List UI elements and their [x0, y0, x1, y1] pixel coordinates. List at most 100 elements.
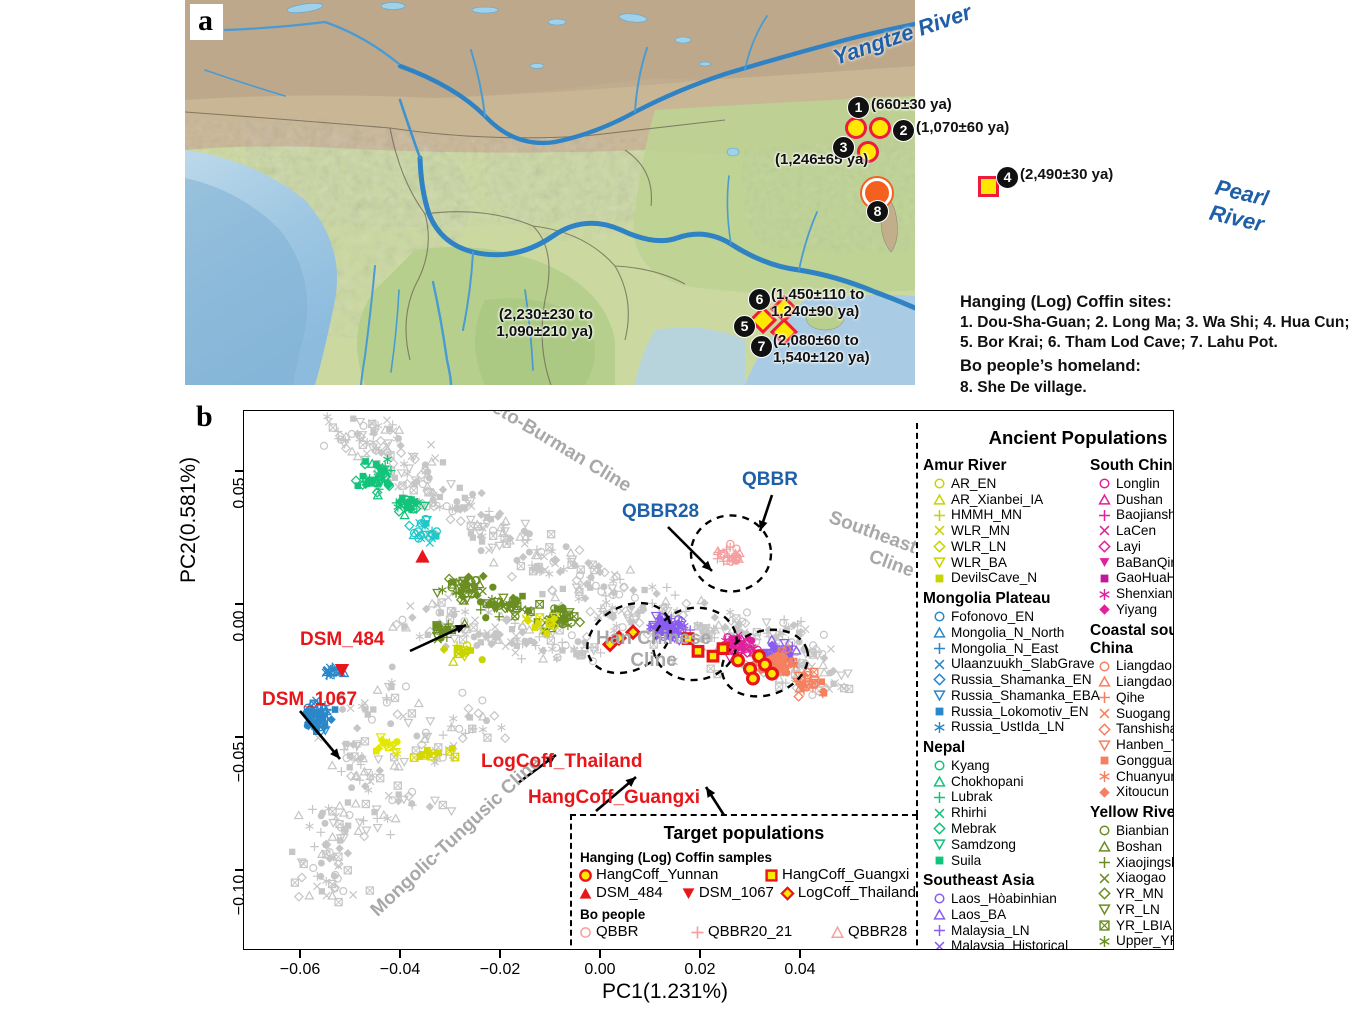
- map-marker-site-4[interactable]: [978, 176, 999, 197]
- legend-entry-qihe[interactable]: Qihe: [1098, 690, 1173, 706]
- legend-entry-laos-ba[interactable]: Laos_BA: [933, 907, 1078, 923]
- legend-entry-lubrak[interactable]: Lubrak: [933, 789, 1078, 805]
- legend-entry-logcoff-thailand[interactable]: LogCoff_Thailand: [780, 884, 916, 901]
- legend-entry-rhirhi[interactable]: Rhirhi: [933, 805, 1078, 821]
- legend-label: Liangdao2: [1116, 674, 1174, 690]
- legend-entry-lacen[interactable]: LaCen: [1098, 523, 1173, 539]
- legend-label: Baojianshan: [1116, 507, 1173, 523]
- legend-label: Layi: [1116, 538, 1141, 554]
- legend-entry-fofonovo-en[interactable]: Fofonovo_EN: [933, 609, 1078, 625]
- legend-entry-ar-xianbei-ia[interactable]: AR_Xianbei_IA: [933, 492, 1078, 508]
- legend-entry-mebrak[interactable]: Mebrak: [933, 821, 1078, 837]
- legend-label: HangCoff_Yunnan: [596, 866, 719, 883]
- callout-qbbr: QBBR: [742, 469, 798, 490]
- map-date-7-line2: 1,540±120 ya): [773, 348, 870, 366]
- panel-a-map: Yangtze River Pearl River 1 (660±30 ya) …: [185, 0, 1350, 396]
- legend-label: DSM_484: [596, 884, 663, 901]
- pca-plot-area[interactable]: Tibeto-Burman Cline Han Chinese Cline So…: [243, 410, 1174, 950]
- legend-entry-tanshishan[interactable]: Tanshishan: [1098, 721, 1173, 737]
- legend-entry-xiaojingshan[interactable]: Xiaojingshan: [1098, 855, 1173, 871]
- ancient-group-title-amur-river: Amur River: [923, 457, 1007, 474]
- legend-entry-wlr-ba[interactable]: WLR_BA: [933, 555, 1078, 571]
- diamond-open-marker-icon: [1098, 723, 1111, 736]
- map-date-4: (2,490±30 ya): [1020, 166, 1114, 183]
- legend-entry-devilscave-n[interactable]: DevilsCave_N: [933, 570, 1078, 586]
- legend-label: HMMH_MN: [951, 507, 1022, 523]
- legend-entry-chuanyun[interactable]: Chuanyun: [1098, 769, 1173, 785]
- legend-entry-ar-en[interactable]: AR_EN: [933, 476, 1078, 492]
- legend-entry-mongolia-n-north[interactable]: Mongolia_N_North: [933, 625, 1078, 641]
- diamond-open-marker-icon: [933, 673, 946, 687]
- legend-entry-xiaogao[interactable]: Xiaogao: [1098, 870, 1173, 886]
- map-image: [185, 0, 915, 385]
- legend-entry-mongolia-n-east[interactable]: Mongolia_N_East: [933, 641, 1078, 657]
- legend-entry-russia-lokomotiv-en[interactable]: Russia_Lokomotiv_EN: [933, 704, 1089, 720]
- legend-entry-laos-h-abinhian[interactable]: Laos_Hòabinhian: [933, 891, 1078, 907]
- legend-entry-qbbr28[interactable]: QBBR28: [830, 923, 907, 940]
- legend-entry-russia-shamanka-eba[interactable]: Russia_Shamanka_EBA: [933, 688, 1100, 704]
- legend-entry-wlr-mn[interactable]: WLR_MN: [933, 523, 1078, 539]
- legend-entry-qbbr[interactable]: QBBR: [578, 923, 686, 940]
- legend-entry-malaysia-historical[interactable]: Malaysia_Historical: [933, 938, 1078, 949]
- legend-entry-russia-ustida-ln[interactable]: Russia_UstIda_LN: [933, 719, 1078, 735]
- legend-entry-samdzong[interactable]: Samdzong: [933, 837, 1078, 853]
- caption-heading-coffin-sites: Hanging (Log) Coffin sites:: [960, 293, 1172, 311]
- x-tick-label: −0.04: [379, 961, 421, 978]
- legend-entry-hangcoff-yunnan[interactable]: HangCoff_Yunnan: [578, 866, 760, 883]
- legend-entry-longlin[interactable]: Longlin: [1098, 475, 1173, 492]
- legend-label: Mebrak: [951, 820, 997, 836]
- map-date-7-line1: (2,080±60 to: [773, 332, 859, 349]
- legend-label: Chokhopani: [951, 773, 1024, 789]
- legend-entry-babanqincen[interactable]: BaBanQinCen: [1098, 555, 1173, 571]
- legend-entry-boshan[interactable]: Boshan: [1098, 839, 1173, 855]
- legend-entry-dushan[interactable]: Dushan: [1098, 492, 1173, 508]
- legend-entry-suila[interactable]: Suila: [933, 853, 1078, 869]
- legend-entry-ulaanzuukh-slabgrave[interactable]: Ulaanzuukh_SlabGrave: [933, 656, 1095, 672]
- plus-marker-icon: [1098, 691, 1111, 704]
- square-fill-marker-icon: [1098, 572, 1111, 585]
- legend-entry-yr-mn[interactable]: YR_MN: [1098, 886, 1173, 902]
- legend-entry-yiyang[interactable]: Yiyang: [1098, 602, 1173, 618]
- panel-a-letter: a: [190, 4, 223, 40]
- legend-entry-yr-ln[interactable]: YR_LN: [1098, 902, 1173, 918]
- legend-entry-kyang[interactable]: Kyang: [933, 758, 1078, 774]
- circle-open-marker-icon: [1098, 660, 1111, 673]
- legend-entry-russia-shamanka-en[interactable]: Russia_Shamanka_EN: [933, 672, 1092, 688]
- legend-label: Longlin: [1116, 475, 1160, 491]
- legend-entry-gaohuahua[interactable]: GaoHuaHua: [1098, 570, 1173, 586]
- legend-entry-malaysia-ln[interactable]: Malaysia_LN: [933, 923, 1078, 939]
- plus-marker-icon: [933, 924, 946, 937]
- legend-entry-baojianshan[interactable]: Baojianshan: [1098, 507, 1173, 523]
- legend-entry-dsm-484[interactable]: DSM_484: [578, 884, 677, 901]
- legend-entry-hanben-taiwan[interactable]: Hanben_Taiwan: [1098, 737, 1173, 753]
- legend-entry-gongguan-taiwan[interactable]: Gongguan_Taiwan: [1098, 753, 1173, 769]
- legend-entry-yr-lbia[interactable]: YR_LBIA: [1098, 918, 1173, 934]
- triangle-open-marker-icon: [933, 775, 946, 788]
- legend-entry-layi[interactable]: Layi: [1098, 538, 1173, 555]
- legend-entry-upper-yr-ln[interactable]: Upper_YR_LN: [1098, 933, 1173, 949]
- legend-entry-xitoucun[interactable]: Xitoucun: [1098, 784, 1173, 800]
- legend-entry-liangdao2[interactable]: Liangdao2: [1098, 674, 1174, 690]
- legend-entry-qbbr20-21[interactable]: QBBR20_21: [690, 923, 826, 940]
- map-marker-site-3[interactable]: [857, 141, 879, 163]
- legend-entry-hangcoff-guangxi[interactable]: HangCoff_Guangxi: [764, 866, 909, 883]
- legend-entry-hmmh-mn[interactable]: HMMH_MN: [933, 507, 1078, 523]
- legend-entry-upper-yr-ia[interactable]: Upper_YR_IA: [1098, 949, 1174, 950]
- legend-label: Liangdao1: [1116, 658, 1174, 674]
- callout-logcoff-thailand: LogCoff_Thailand: [481, 751, 643, 772]
- legend-entry-liangdao1[interactable]: Liangdao1: [1098, 658, 1174, 674]
- legend-entry-shenxian[interactable]: Shenxian: [1098, 586, 1173, 602]
- legend-label: Russia_UstIda_LN: [951, 719, 1065, 735]
- map-date-5-line2: 1,090±210 ya): [496, 322, 593, 340]
- circle-open-marker-icon: [933, 892, 946, 905]
- legend-entry-chokhopani[interactable]: Chokhopani: [933, 774, 1078, 790]
- legend-entry-dsm-1067[interactable]: DSM_1067: [681, 884, 776, 901]
- legend-entry-wlr-ln[interactable]: WLR_LN: [933, 539, 1078, 555]
- map-marker-site-2[interactable]: [869, 117, 891, 139]
- legend-entry-suogang[interactable]: Suogang: [1098, 706, 1173, 722]
- triangle-down-open-marker-icon: [1098, 739, 1111, 752]
- map-marker-site-1[interactable]: [845, 117, 867, 139]
- legend-entry-bianbian[interactable]: Bianbian: [1098, 823, 1173, 839]
- map-date-1: (660±30 ya): [871, 96, 952, 113]
- panel-b-letter: b: [196, 400, 213, 433]
